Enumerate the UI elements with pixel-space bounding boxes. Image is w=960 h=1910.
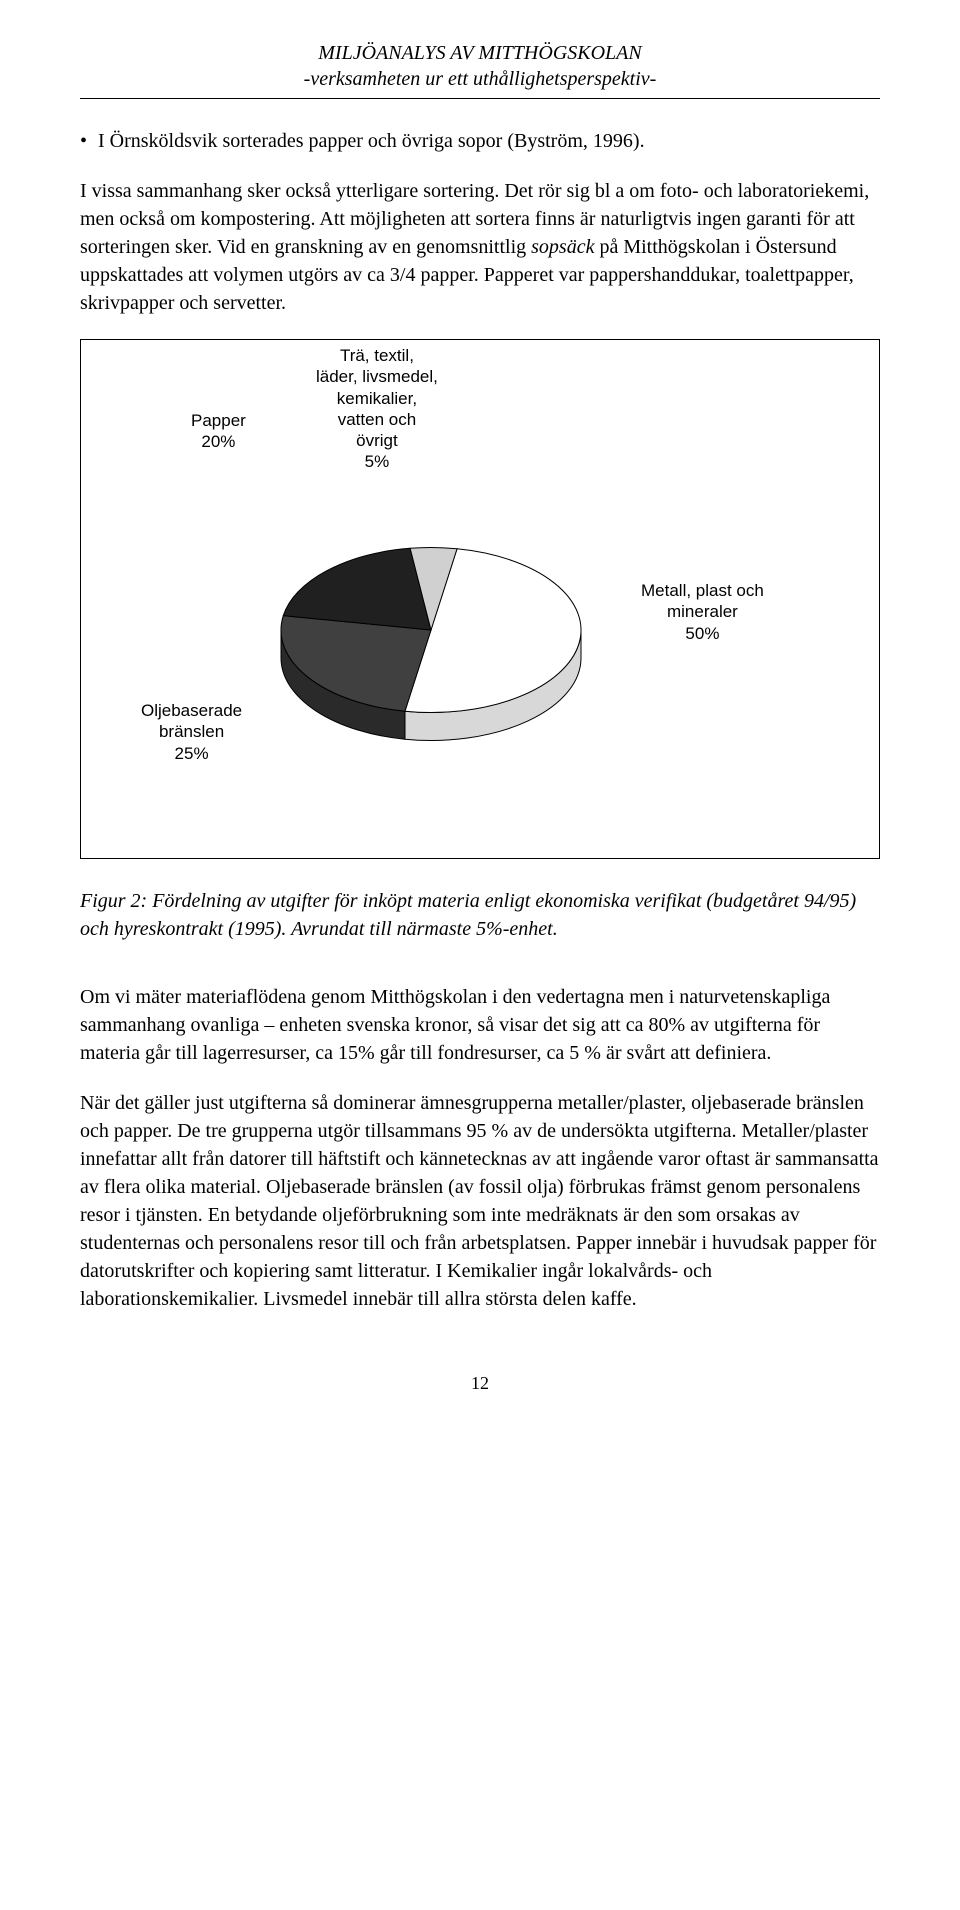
pie-chart-figure: Metall, plast ochmineraler50% Oljebaserad… xyxy=(80,339,880,859)
header-title: MILJÖANALYS AV MITTHÖGSKOLAN xyxy=(80,40,880,66)
pie-label-ovrigt: Trä, textil,läder, livsmedel,kemikalier,… xyxy=(316,345,438,473)
pie-label-papper: Papper20% xyxy=(191,410,246,453)
page: MILJÖANALYS AV MITTHÖGSKOLAN -verksamhet… xyxy=(0,0,960,1454)
paragraph-intro: I vissa sammanhang sker också ytterligar… xyxy=(80,177,880,317)
para1-italic: sopsäck xyxy=(531,236,594,258)
bullet-ornskoldsvik: I Örnsköldsvik sorterades papper och övr… xyxy=(80,127,880,155)
paragraph-materiafloden: Om vi mäter materiaflödena genom Mitthög… xyxy=(80,983,880,1067)
header-subtitle: -verksamheten ur ett uthållighetsperspek… xyxy=(80,66,880,92)
pie-label-metall: Metall, plast ochmineraler50% xyxy=(641,580,764,644)
pie-slice-papper xyxy=(283,548,431,630)
paragraph-utgifter: När det gäller just utgifterna så domine… xyxy=(80,1089,880,1313)
header-rule xyxy=(80,98,880,99)
figure-caption: Figur 2: Fördelning av utgifter för inkö… xyxy=(80,887,880,943)
page-number: 12 xyxy=(80,1373,880,1394)
page-header: MILJÖANALYS AV MITTHÖGSKOLAN -verksamhet… xyxy=(80,40,880,92)
pie-label-olje: Oljebaseradebränslen25% xyxy=(141,700,242,764)
